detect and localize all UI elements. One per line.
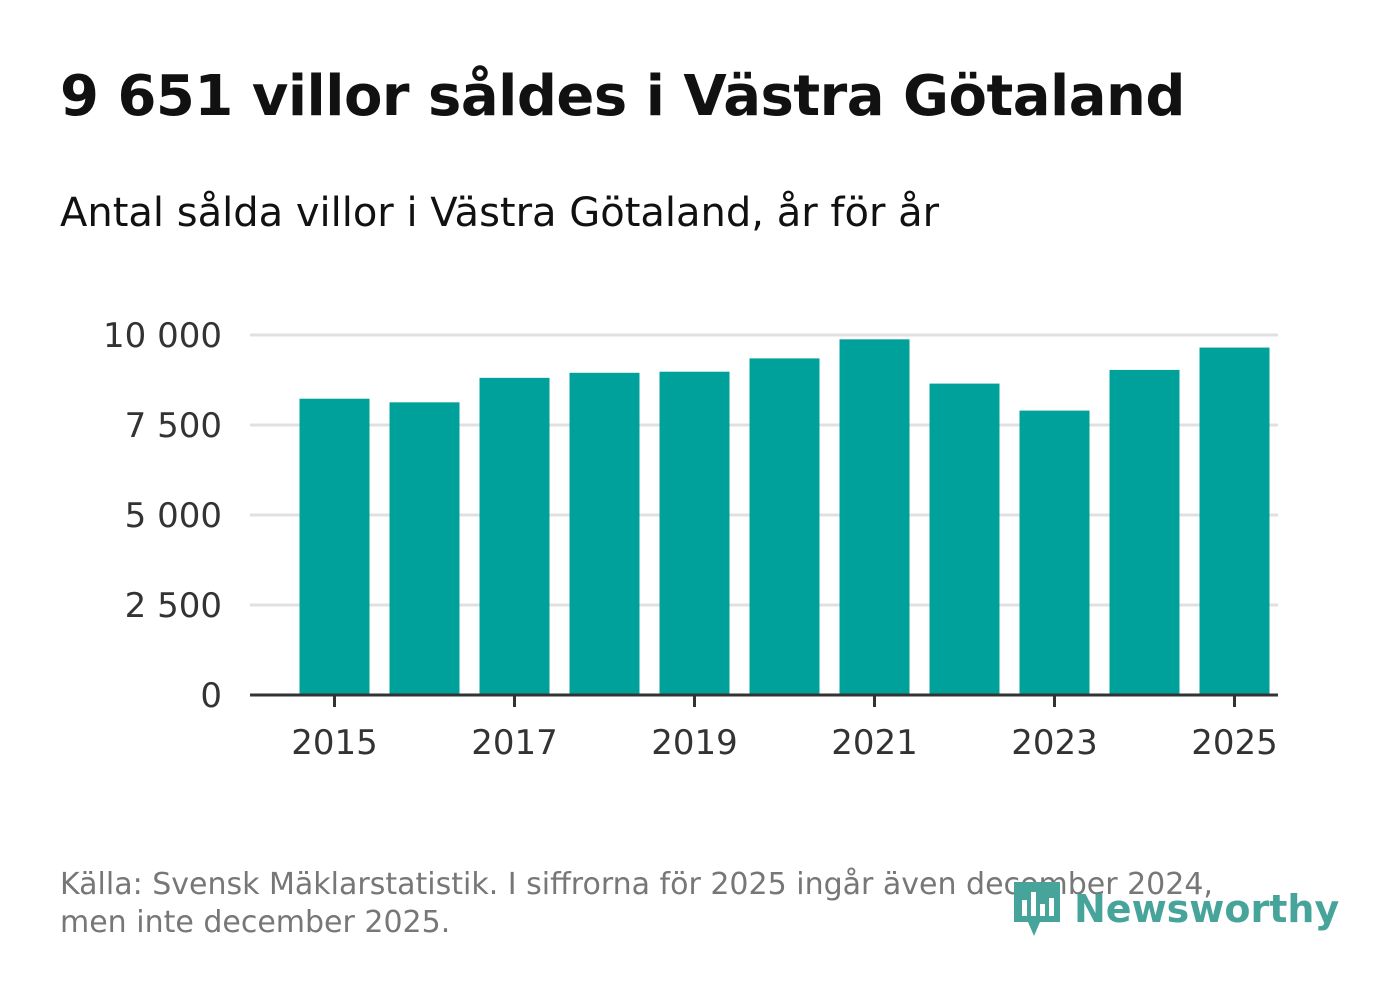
y-tick-label: 5 000 bbox=[125, 496, 222, 536]
bar-2017 bbox=[479, 377, 550, 695]
bar-2019 bbox=[659, 371, 730, 695]
x-tick-label: 2019 bbox=[651, 723, 738, 763]
bar-2016 bbox=[389, 402, 460, 695]
bar-2023 bbox=[1019, 410, 1090, 695]
x-tick-label: 2015 bbox=[291, 723, 378, 763]
newsworthy-logo-icon bbox=[1014, 882, 1060, 936]
bar-2021 bbox=[839, 339, 910, 695]
bar-2022 bbox=[929, 383, 1000, 695]
x-tick-label: 2017 bbox=[471, 723, 558, 763]
chart-subtitle: Antal sålda villor i Västra Götaland, år… bbox=[60, 190, 940, 236]
y-tick-label: 0 bbox=[200, 676, 222, 716]
bar-2018 bbox=[569, 372, 640, 695]
bar-2015 bbox=[299, 398, 370, 695]
y-tick-label: 2 500 bbox=[125, 586, 222, 626]
bar-2020 bbox=[749, 358, 820, 695]
y-tick-label: 10 000 bbox=[103, 316, 222, 356]
bar-2025 bbox=[1199, 347, 1270, 695]
x-tick-label: 2025 bbox=[1191, 723, 1278, 763]
newsworthy-logo-text: Newsworthy bbox=[1074, 887, 1340, 931]
x-tick-label: 2021 bbox=[831, 723, 918, 763]
chart-title: 9 651 villor såldes i Västra Götaland bbox=[60, 64, 1185, 129]
newsworthy-logo: Newsworthy bbox=[1010, 878, 1339, 940]
bar-2024 bbox=[1109, 369, 1180, 695]
x-tick-label: 2023 bbox=[1011, 723, 1098, 763]
y-tick-label: 7 500 bbox=[125, 406, 222, 446]
